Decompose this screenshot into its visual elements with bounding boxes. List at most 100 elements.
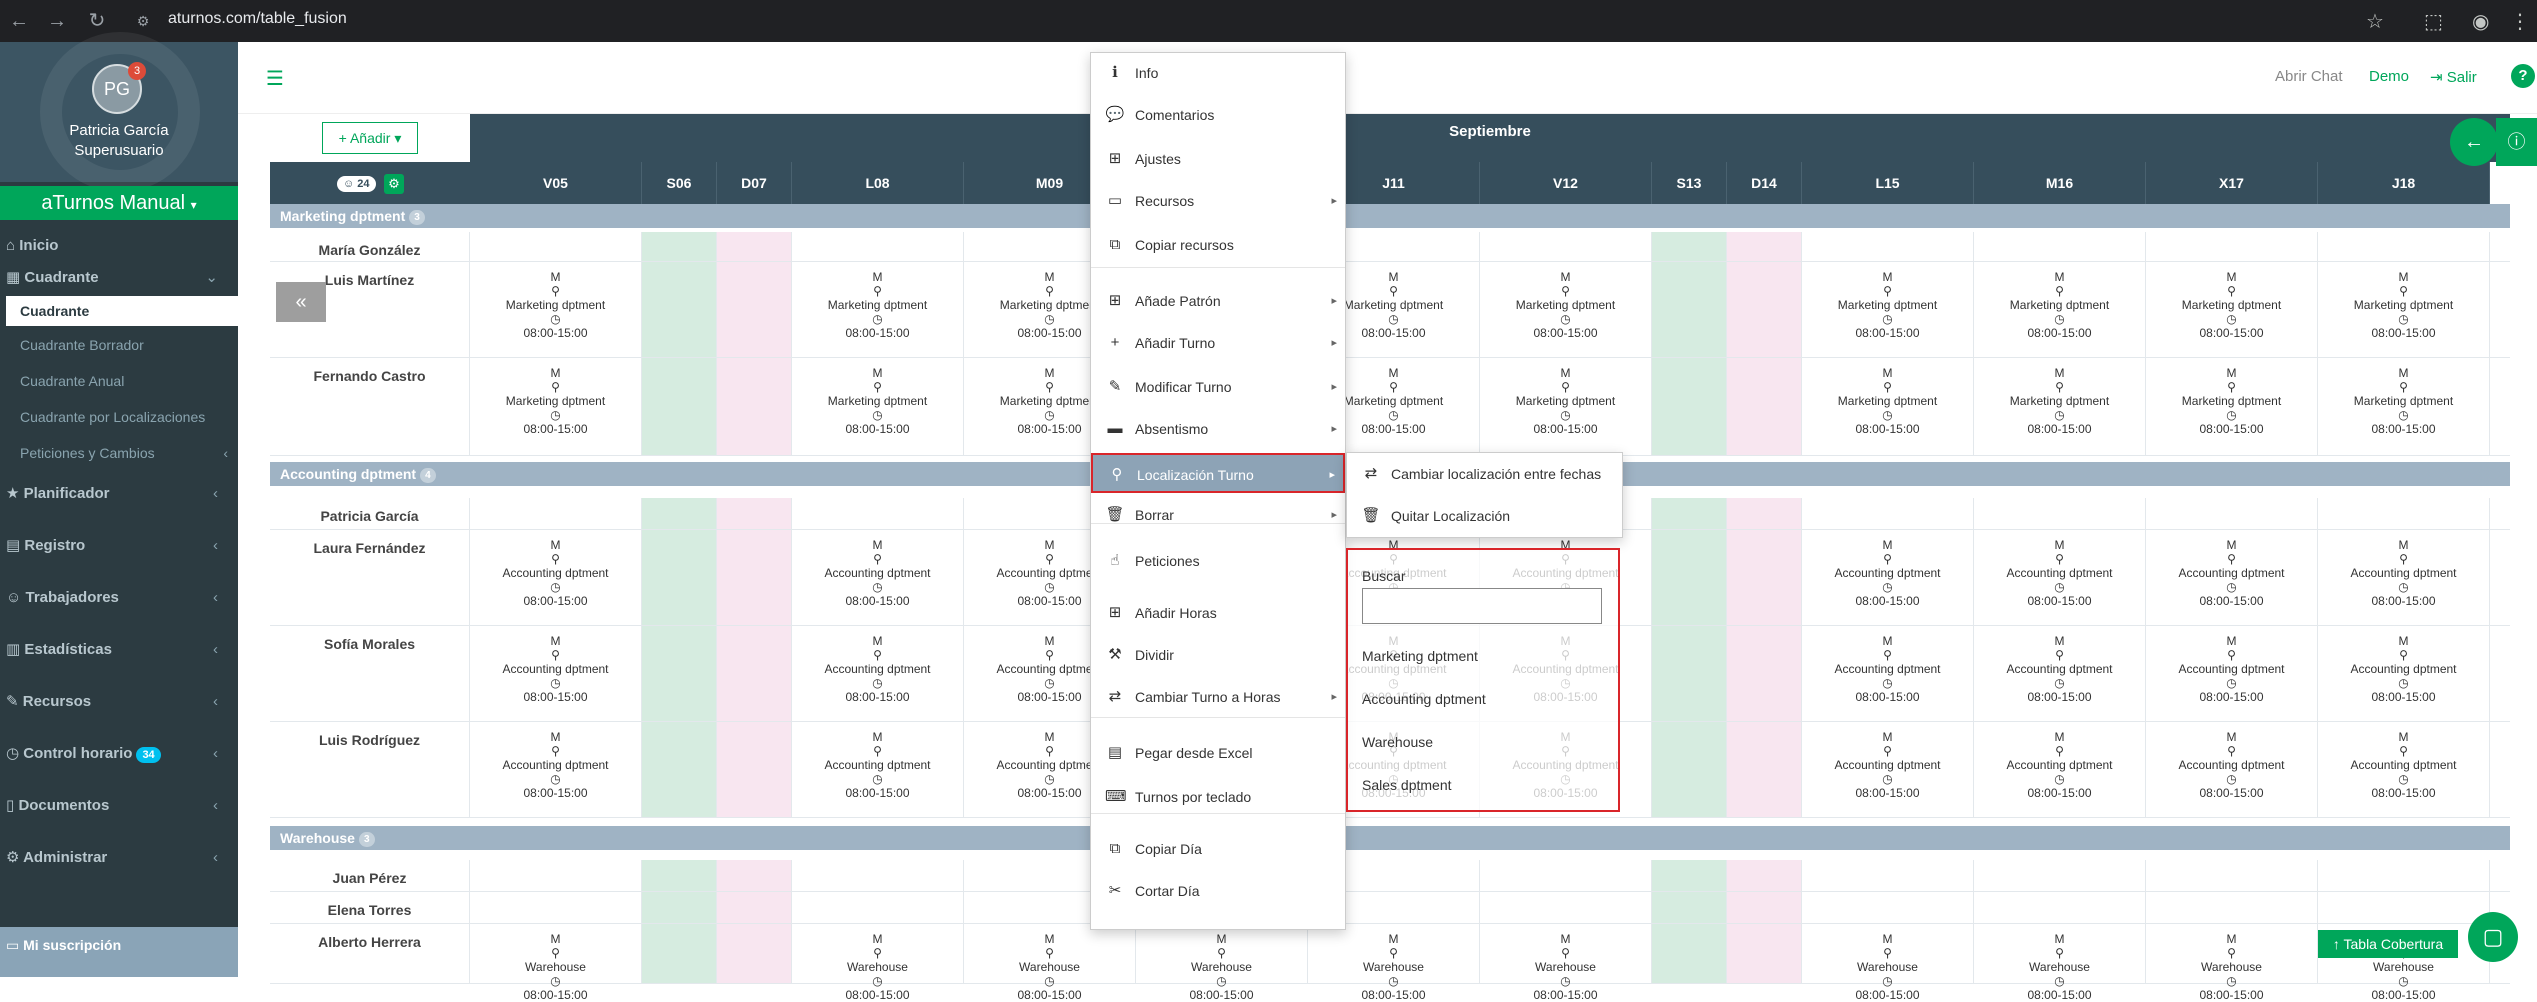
- add-button[interactable]: + Añadir ▾: [322, 122, 418, 154]
- day-cell[interactable]: [792, 892, 964, 923]
- shift-block[interactable]: M⚲Warehouse◷08:00-15:00: [1480, 932, 1651, 1002]
- menu-icon[interactable]: ⋮: [2510, 11, 2530, 33]
- sidebar-item-documentos[interactable]: ▯ Documentos ‹: [0, 790, 238, 822]
- day-cell[interactable]: M⚲Warehouse◷08:00-15:00: [1480, 924, 1652, 1002]
- day-cell[interactable]: [1974, 232, 2146, 261]
- menu-item-borrar[interactable]: 🗑 Borrar ▸: [1091, 495, 1345, 535]
- subscription-link[interactable]: ▭ Mi suscripción: [0, 927, 238, 977]
- shift-block[interactable]: M⚲Accounting dptment◷08:00-15:00: [792, 730, 963, 800]
- menu-item-pegar-desde-excel[interactable]: ▤ Pegar desde Excel: [1091, 733, 1345, 773]
- shift-block[interactable]: M⚲Accounting dptment◷08:00-15:00: [2318, 538, 2489, 608]
- employee-name[interactable]: Juan Pérez: [270, 860, 470, 891]
- day-cell[interactable]: [2318, 892, 2490, 923]
- hamburger-icon[interactable]: ☰: [266, 68, 284, 90]
- employee-name[interactable]: María González: [270, 232, 470, 261]
- day-cell[interactable]: M⚲Accounting dptment◷08:00-15:00: [792, 530, 964, 625]
- sidebar-sub-anual[interactable]: Cuadrante Anual: [20, 373, 125, 389]
- help-icon[interactable]: ?: [2511, 64, 2535, 88]
- sidebar-item-cuadrante[interactable]: ▦ Cuadrante ⌄: [0, 262, 238, 294]
- day-cell[interactable]: [642, 722, 717, 817]
- day-cell[interactable]: [642, 262, 717, 357]
- day-cell[interactable]: [1802, 498, 1974, 529]
- day-cell[interactable]: M⚲Marketing dptment◷08:00-15:00: [2146, 262, 2318, 357]
- day-cell[interactable]: M⚲Accounting dptment◷08:00-15:00: [792, 722, 964, 817]
- menu-item-añadir-turno[interactable]: + Añadir Turno ▸: [1091, 323, 1345, 363]
- employee-name[interactable]: Luis Rodríguez: [270, 722, 470, 817]
- logout-link[interactable]: ⇥ Salir: [2430, 68, 2477, 86]
- day-cell[interactable]: [1652, 892, 1727, 923]
- day-cell[interactable]: M⚲Accounting dptment◷08:00-15:00: [1802, 722, 1974, 817]
- day-cell[interactable]: [2146, 232, 2318, 261]
- sidebar-sub-peticiones[interactable]: Peticiones y Cambios ‹: [0, 438, 238, 468]
- day-cell[interactable]: M⚲Marketing dptment◷08:00-15:00: [1308, 262, 1480, 357]
- menu-item-cortar-día[interactable]: ✂ Cortar Día: [1091, 871, 1345, 911]
- day-header[interactable]: M16: [1974, 162, 2146, 204]
- day-cell[interactable]: [1974, 860, 2146, 891]
- day-cell[interactable]: [1308, 232, 1480, 261]
- day-cell[interactable]: M⚲Warehouse◷08:00-15:00: [470, 924, 642, 1002]
- day-header[interactable]: V12: [1480, 162, 1652, 204]
- shift-block[interactable]: M⚲Accounting dptment◷08:00-15:00: [2146, 634, 2317, 704]
- shift-block[interactable]: M⚲Accounting dptment◷08:00-15:00: [964, 634, 1135, 704]
- day-cell[interactable]: [1727, 722, 1802, 817]
- star-icon[interactable]: ☆: [2366, 11, 2384, 33]
- shift-block[interactable]: M⚲Warehouse◷08:00-15:00: [470, 932, 641, 1002]
- day-cell[interactable]: [642, 892, 717, 923]
- shift-block[interactable]: M⚲Accounting dptment◷08:00-15:00: [792, 634, 963, 704]
- employee-name[interactable]: Laura Fernández: [270, 530, 470, 625]
- day-cell[interactable]: [1652, 860, 1727, 891]
- menu-item-añade-patrón[interactable]: ⊞ Añade Patrón ▸: [1091, 281, 1345, 321]
- shift-block[interactable]: M⚲Marketing dptment◷08:00-15:00: [964, 270, 1135, 340]
- change-location-dates-item[interactable]: ⇄ Cambiar localización entre fechas: [1347, 453, 1622, 495]
- day-cell[interactable]: M⚲Warehouse◷08:00-15:00: [1802, 924, 1974, 1002]
- employee-name[interactable]: Alberto Herrera: [270, 924, 470, 983]
- shift-block[interactable]: M⚲Marketing dptment◷08:00-15:00: [1974, 270, 2145, 340]
- back-icon[interactable]: ←: [9, 10, 29, 32]
- day-cell[interactable]: M⚲Accounting dptment◷08:00-15:00: [1802, 530, 1974, 625]
- day-cell[interactable]: M⚲Marketing dptment◷08:00-15:00: [792, 358, 964, 455]
- day-cell[interactable]: [1480, 232, 1652, 261]
- employee-name[interactable]: Elena Torres: [270, 892, 470, 923]
- sidebar-item-control-horario[interactable]: ◷ Control horario 34 ‹: [0, 738, 238, 770]
- day-cell[interactable]: [642, 626, 717, 721]
- day-header[interactable]: D14: [1727, 162, 1802, 204]
- shift-block[interactable]: M⚲Warehouse◷08:00-15:00: [964, 932, 1135, 1002]
- day-cell[interactable]: [792, 232, 964, 261]
- day-cell[interactable]: M⚲Accounting dptment◷08:00-15:00: [1802, 626, 1974, 721]
- day-cell[interactable]: M⚲Marketing dptment◷08:00-15:00: [1308, 358, 1480, 455]
- day-cell[interactable]: [2146, 892, 2318, 923]
- day-cell[interactable]: [1308, 860, 1480, 891]
- day-cell[interactable]: [717, 262, 792, 357]
- shift-block[interactable]: M⚲Accounting dptment◷08:00-15:00: [2318, 730, 2489, 800]
- day-cell[interactable]: [1802, 892, 1974, 923]
- location-search-input[interactable]: [1362, 588, 1602, 624]
- open-chat-link[interactable]: Abrir Chat: [2275, 68, 2343, 85]
- day-cell[interactable]: M⚲Accounting dptment◷08:00-15:00: [1974, 626, 2146, 721]
- extensions-icon[interactable]: ⬚: [2424, 11, 2443, 33]
- employee-name[interactable]: Fernando Castro: [270, 358, 470, 455]
- day-cell[interactable]: [1652, 530, 1727, 625]
- shift-block[interactable]: M⚲Accounting dptment◷08:00-15:00: [964, 538, 1135, 608]
- day-cell[interactable]: [1727, 924, 1802, 983]
- menu-item-copiar-recursos[interactable]: ⧉ Copiar recursos: [1091, 225, 1345, 265]
- day-cell[interactable]: M⚲Marketing dptment◷08:00-15:00: [1802, 358, 1974, 455]
- day-cell[interactable]: M⚲Accounting dptment◷08:00-15:00: [470, 722, 642, 817]
- shift-block[interactable]: M⚲Marketing dptment◷08:00-15:00: [2318, 366, 2489, 436]
- menu-item-info[interactable]: ℹ Info: [1091, 53, 1345, 93]
- day-header[interactable]: D07: [717, 162, 792, 204]
- site-info-icon[interactable]: ⚙: [136, 13, 150, 29]
- day-cell[interactable]: [2146, 860, 2318, 891]
- day-cell[interactable]: M⚲Marketing dptment◷08:00-15:00: [2318, 358, 2490, 455]
- day-cell[interactable]: M⚲Warehouse◷08:00-15:00: [2146, 924, 2318, 1002]
- day-cell[interactable]: [642, 232, 717, 261]
- menu-item-recursos[interactable]: ▭ Recursos ▸: [1091, 181, 1345, 221]
- day-cell[interactable]: M⚲Marketing dptment◷08:00-15:00: [1974, 262, 2146, 357]
- day-header[interactable]: L15: [1802, 162, 1974, 204]
- day-cell[interactable]: M⚲Warehouse◷08:00-15:00: [964, 924, 1136, 1002]
- shift-block[interactable]: M⚲Marketing dptment◷08:00-15:00: [2146, 270, 2317, 340]
- shift-block[interactable]: M⚲Marketing dptment◷08:00-15:00: [470, 270, 641, 340]
- day-cell[interactable]: [792, 498, 964, 529]
- day-cell[interactable]: M⚲Accounting dptment◷08:00-15:00: [2146, 626, 2318, 721]
- day-cell[interactable]: M⚲Accounting dptment◷08:00-15:00: [792, 626, 964, 721]
- day-cell[interactable]: M⚲Accounting dptment◷08:00-15:00: [964, 530, 1136, 625]
